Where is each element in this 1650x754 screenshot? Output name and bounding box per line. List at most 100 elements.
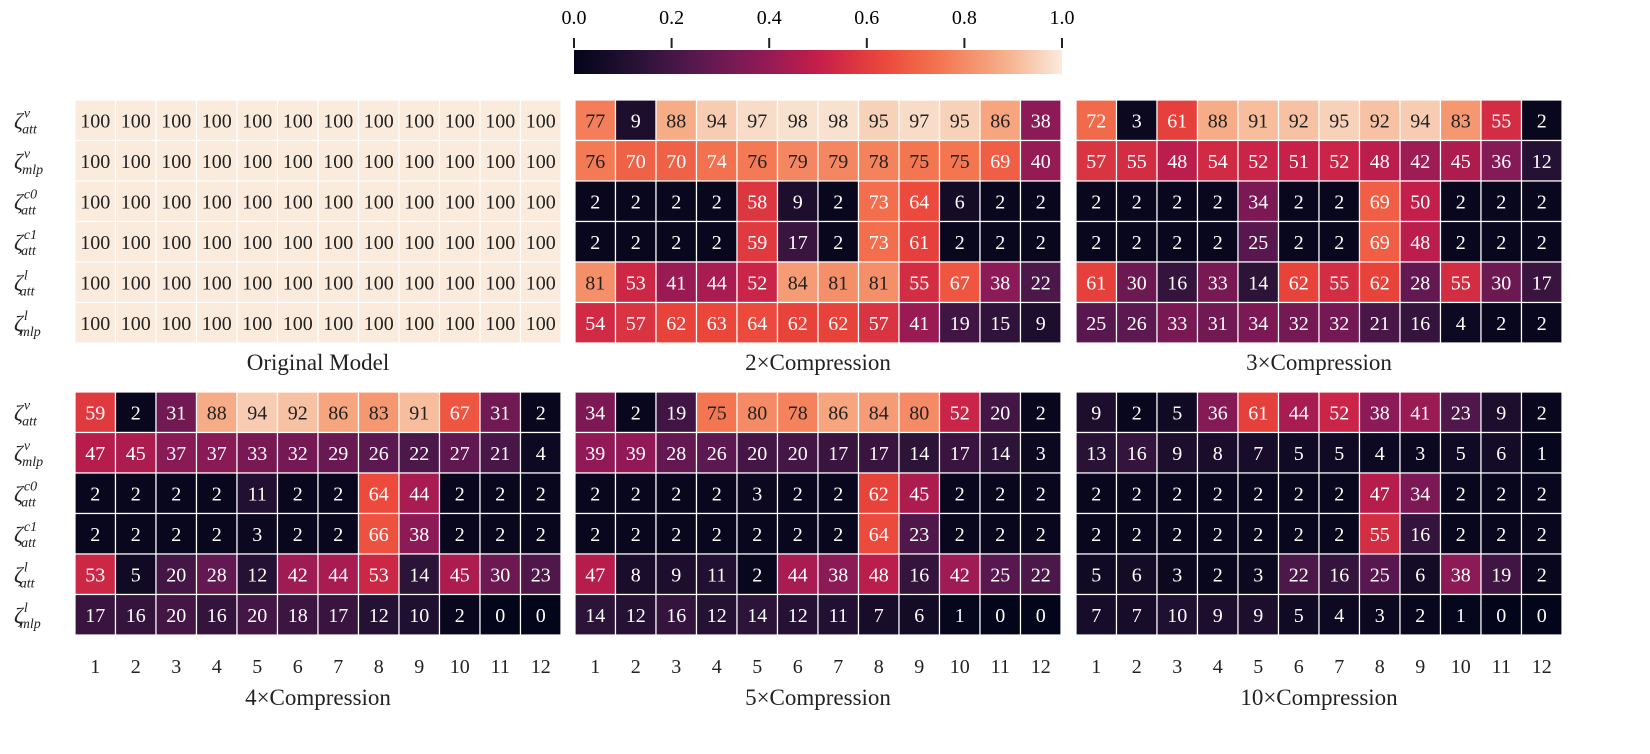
cell-value-label: 84	[788, 272, 808, 294]
cell-value-label: 22	[1031, 564, 1051, 586]
cell-value-label: 36	[1208, 402, 1228, 424]
cell-value-label: 4	[536, 443, 546, 465]
heatmap-cell	[1480, 180, 1523, 223]
cell-value-label: 100	[283, 313, 313, 335]
heatmap-cell	[1480, 472, 1523, 515]
cell-value-label: 45	[1451, 151, 1471, 173]
cell-value-label: 2	[1537, 483, 1547, 505]
heatmap-cell	[1480, 139, 1523, 182]
heatmap-cell	[898, 391, 941, 434]
cell-value-label: 23	[1451, 402, 1471, 424]
cell-value-label: 100	[161, 151, 191, 173]
heatmap-cell	[817, 431, 860, 474]
cell-value-label: 2	[995, 232, 1005, 254]
heatmap-cell	[736, 220, 779, 263]
cell-value-label: 6	[1496, 443, 1506, 465]
heatmap-cell	[1277, 593, 1320, 636]
cell-value-label: 3	[1172, 564, 1182, 586]
heatmap-cell	[1520, 99, 1563, 142]
heatmap-cell	[1075, 180, 1118, 223]
cell-value-label: 40	[1031, 151, 1051, 173]
heatmap-cell	[236, 301, 279, 344]
heatmap-cell	[938, 301, 981, 344]
cell-value-label: 28	[207, 564, 227, 586]
cell-value-label: 2	[90, 524, 100, 546]
cell-value-label: 100	[404, 232, 434, 254]
cell-value-label: 2	[1496, 313, 1506, 335]
cell-value-label: 2	[1294, 232, 1304, 254]
heatmap-cell	[438, 431, 481, 474]
heatmap-cell	[614, 220, 657, 263]
cell-value-label: 32	[1289, 313, 1309, 335]
row-label: ζv mlp	[14, 147, 43, 178]
cell-value-label: 86	[990, 110, 1010, 132]
cell-value-label: 52	[1329, 151, 1349, 173]
heatmap-cell	[357, 99, 400, 142]
column-tick-label: 2	[1132, 656, 1142, 678]
cell-value-label: 47	[1370, 483, 1390, 505]
cell-value-label: 62	[788, 313, 808, 335]
heatmap-cell	[1399, 431, 1442, 474]
cell-value-label: 2	[955, 232, 965, 254]
cell-value-label: 39	[626, 443, 646, 465]
cell-value-label: 2	[712, 191, 722, 213]
cell-value-label: 62	[666, 313, 686, 335]
cell-value-label: 94	[1410, 110, 1430, 132]
cell-value-label: 97	[747, 110, 767, 132]
cell-value-label: 37	[166, 443, 186, 465]
cell-value-label: 100	[404, 313, 434, 335]
cell-value-label: 64	[869, 524, 889, 546]
cell-value-label: 100	[202, 232, 232, 254]
cell-value-label: 57	[626, 313, 646, 335]
heatmap-cell	[519, 391, 562, 434]
heatmap-cell	[1520, 180, 1563, 223]
column-tick-label: 2	[631, 656, 641, 678]
cell-value-label: 2	[536, 524, 546, 546]
cell-value-label: 100	[242, 191, 272, 213]
heatmap-cell	[1520, 220, 1563, 263]
cell-value-label: 2	[1456, 191, 1466, 213]
column-tick-label: 5	[252, 656, 262, 678]
heatmap-cell	[236, 99, 279, 142]
heatmap-cell	[1237, 220, 1280, 263]
heatmap-cell	[357, 472, 400, 515]
cell-value-label: 2	[536, 483, 546, 505]
heatmap-cell	[519, 139, 562, 182]
cell-value-label: 2	[1456, 232, 1466, 254]
heatmap-cell	[736, 301, 779, 344]
heatmap-cell	[817, 220, 860, 263]
heatmap-cell	[195, 261, 238, 304]
heatmap-cell	[938, 220, 981, 263]
cell-value-label: 2	[793, 524, 803, 546]
cell-value-label: 44	[328, 564, 348, 586]
heatmap-cell	[155, 180, 198, 223]
column-tick-label: 8	[1375, 656, 1385, 678]
heatmap-cell	[938, 180, 981, 223]
cell-value-label: 79	[828, 151, 848, 173]
cell-value-label: 55	[1491, 110, 1511, 132]
row-label: ζv att	[14, 106, 38, 137]
cell-value-label: 69	[1370, 232, 1390, 254]
heatmap-cell	[1237, 180, 1280, 223]
cell-value-label: 30	[1127, 272, 1147, 294]
heatmap-cell	[898, 261, 941, 304]
heatmap-cell	[1115, 512, 1158, 555]
cell-value-label: 2	[1132, 232, 1142, 254]
cell-value-label: 16	[1127, 443, 1147, 465]
cell-value-label: 2	[1537, 232, 1547, 254]
cell-value-label: 2	[1496, 524, 1506, 546]
cell-value-label: 2	[1253, 524, 1263, 546]
cell-value-label: 20	[166, 605, 186, 627]
cell-value-label: 11	[707, 564, 726, 586]
heatmap-cell	[1318, 431, 1361, 474]
cell-value-label: 25	[1086, 313, 1106, 335]
heatmap-cell	[938, 553, 981, 596]
column-tick-label: 1	[90, 656, 100, 678]
cell-value-label: 12	[247, 564, 267, 586]
heatmap-cell	[1156, 553, 1199, 596]
heatmap-cell	[1156, 593, 1199, 636]
heatmap-cell	[74, 512, 117, 555]
heatmap-cell	[1156, 139, 1199, 182]
cell-value-label: 45	[126, 443, 146, 465]
cell-value-label: 20	[247, 605, 267, 627]
